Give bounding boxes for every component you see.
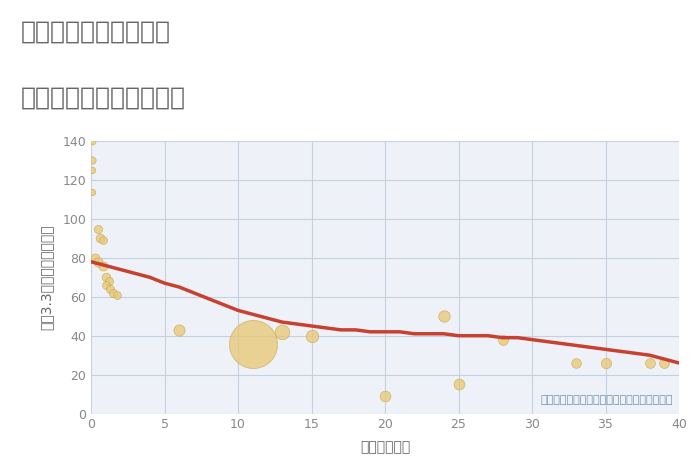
Point (306, 332, 317, 339)
Point (247, 340, 258, 347)
Point (104, 285, 116, 293)
Point (497, 336, 508, 344)
Point (97, 236, 108, 244)
Point (600, 359, 611, 367)
Point (94, 235, 106, 242)
Point (379, 392, 391, 400)
Point (570, 359, 582, 367)
Point (174, 326, 185, 334)
Point (659, 359, 670, 367)
Point (453, 381, 464, 388)
Point (112, 291, 123, 298)
Point (100, 282, 111, 289)
Point (87, 157, 98, 164)
Point (92, 258, 104, 266)
Point (87, 137, 98, 145)
Text: 築年数別中古戸建て価格: 築年数別中古戸建て価格 (21, 86, 186, 110)
Point (276, 328, 288, 336)
Point (644, 359, 655, 367)
Point (97, 262, 108, 269)
Point (100, 274, 111, 281)
Point (92, 225, 104, 232)
Text: 円の大きさは、取引のあった物件面積を示す: 円の大きさは、取引のあった物件面積を示す (540, 395, 673, 406)
X-axis label: 築年数（年）: 築年数（年） (360, 440, 410, 454)
Point (438, 313, 449, 320)
Point (90, 254, 101, 262)
Point (108, 289, 119, 297)
Point (87, 188, 98, 196)
Point (87, 166, 98, 174)
Text: 愛知県一宮市石山町の: 愛知県一宮市石山町の (21, 20, 171, 44)
Point (103, 277, 114, 285)
Y-axis label: 坪（3.3㎡）単価（万円）: 坪（3.3㎡）単価（万円） (40, 225, 54, 330)
